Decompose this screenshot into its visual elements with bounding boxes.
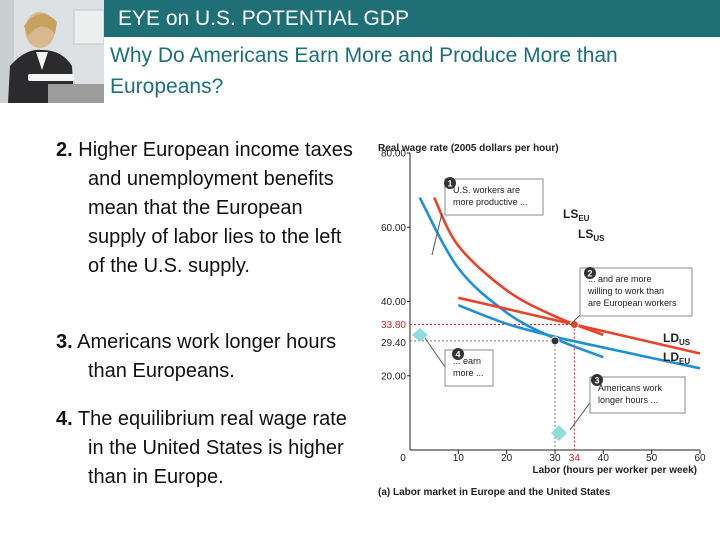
equilibrium-point: [569, 320, 579, 330]
y-tick-label: 40.00: [381, 297, 406, 308]
callout-leader: [431, 212, 443, 256]
bullet-point-4: 4. The equilibrium real wage rate in the…: [56, 405, 356, 492]
callout-number: 1: [447, 179, 452, 189]
series-label-ld-us: LDUS: [663, 331, 691, 347]
bullet-point-2: 2. Higher European income taxes and unem…: [56, 136, 356, 281]
x-tick-label: 40: [598, 453, 610, 464]
callout-badge: [444, 177, 456, 189]
callout-badge: [591, 374, 603, 386]
y-highlight-tick-us: 33.80: [381, 320, 406, 331]
callout-text: willing to work than: [587, 286, 664, 296]
diamond-marker-labor: [551, 425, 567, 441]
x-axis-label: Labor (hours per worker per week): [533, 465, 698, 476]
series-label-ls-eu: LSEU: [563, 207, 590, 223]
callout-badge: [584, 267, 596, 279]
chart-title: (a) Labor market in Europe and the Unite…: [378, 487, 611, 498]
callout-text: U.S. workers are: [453, 185, 520, 195]
x-tick-label: 30: [549, 453, 561, 464]
callout-number: 2: [587, 269, 592, 279]
callout-text: more ...: [453, 368, 484, 378]
callout-text: Americans work: [598, 383, 663, 393]
bullet-text: Higher European income taxes and unemplo…: [78, 139, 353, 277]
callout-number: 3: [594, 376, 599, 386]
y-highlight-tick-eu: 29.40: [381, 338, 406, 349]
y-tick-label: 60.00: [381, 223, 406, 234]
series-label-ld-eu: LDEU: [663, 350, 690, 366]
callout-badge: [452, 348, 464, 360]
labor-market-chart: Real wage rate (2005 dollars per hour) 0…: [378, 143, 706, 498]
y-tick-label: 20.00: [381, 371, 406, 382]
callout-text: ... earn: [453, 356, 481, 366]
y-tick-label: 80.00: [381, 149, 406, 160]
bullet-point-3: 3. Americans work longer hours than Euro…: [56, 328, 356, 386]
callout-text: longer hours ...: [598, 395, 658, 405]
x-tick-label: 0: [400, 453, 406, 464]
callout-leader: [569, 399, 593, 431]
slide-subtitle: Why Do Americans Earn More and Produce M…: [110, 44, 618, 98]
bullet-number: 3.: [56, 331, 73, 353]
bullet-text: Americans work longer hours than Europea…: [77, 331, 337, 382]
header-title: EYE on U.S. POTENTIAL GDP: [118, 7, 409, 30]
callout-text: are European workers: [588, 298, 677, 308]
bullet-number: 2.: [56, 139, 73, 161]
curve-ls-us: [418, 196, 604, 359]
curve-ld-eu: [457, 303, 701, 370]
x-tick-label: 20: [501, 453, 513, 464]
callout-box: [589, 376, 686, 414]
bullet-text: The equilibrium real wage rate in the Un…: [77, 408, 347, 488]
y-axis-label: Real wage rate (2005 dollars per hour): [378, 143, 559, 154]
header-band: [104, 0, 720, 37]
series-label-ls-us: LSUS: [578, 227, 605, 243]
callout-number: 4: [455, 350, 460, 360]
bullet-number: 4.: [56, 408, 73, 430]
curve-ld-us: [458, 296, 701, 355]
callout-box: [579, 267, 693, 317]
callout-box: [444, 178, 544, 216]
x-highlight-tick: 34: [569, 453, 581, 464]
callout-text: more productive ...: [453, 197, 528, 207]
x-tick-label: 60: [694, 453, 706, 464]
callout-text: ... and are more: [588, 274, 652, 284]
x-tick-label: 50: [646, 453, 658, 464]
callout-leader: [424, 337, 446, 368]
x-tick-label: 10: [453, 453, 465, 464]
diamond-marker-wage: [412, 328, 428, 342]
presenter-photo: [0, 0, 104, 103]
equilibrium-point: [550, 336, 560, 346]
